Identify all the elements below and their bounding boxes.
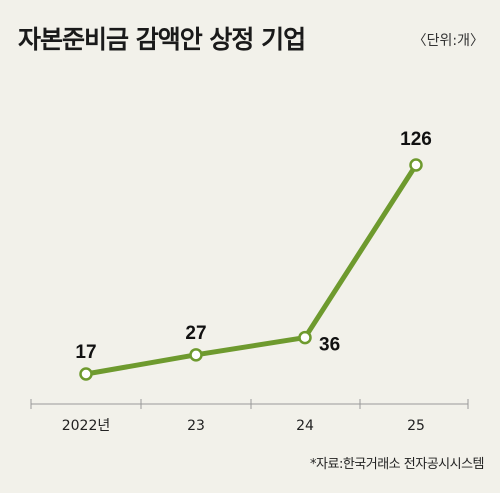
data-point bbox=[79, 367, 93, 381]
data-point bbox=[409, 158, 423, 172]
series-line bbox=[83, 162, 419, 377]
data-label: 36 bbox=[319, 335, 340, 356]
x-tick-label: 25 bbox=[407, 418, 425, 434]
unit-label: 〈단위:개〉 bbox=[412, 33, 484, 49]
source-note: *자료:한국거래소 전자공시시스템 bbox=[310, 457, 484, 472]
data-label: 17 bbox=[75, 342, 96, 363]
data-label: 27 bbox=[185, 323, 206, 344]
x-tick-label: 23 bbox=[187, 418, 205, 434]
data-point bbox=[189, 348, 203, 362]
chart-title: 자본준비금 감액안 상정 기업 bbox=[18, 25, 306, 54]
x-tick-label: 2022년 bbox=[62, 418, 111, 434]
x-tick-label: 24 bbox=[296, 418, 314, 434]
data-label: 126 bbox=[400, 129, 432, 150]
data-point bbox=[298, 330, 312, 345]
